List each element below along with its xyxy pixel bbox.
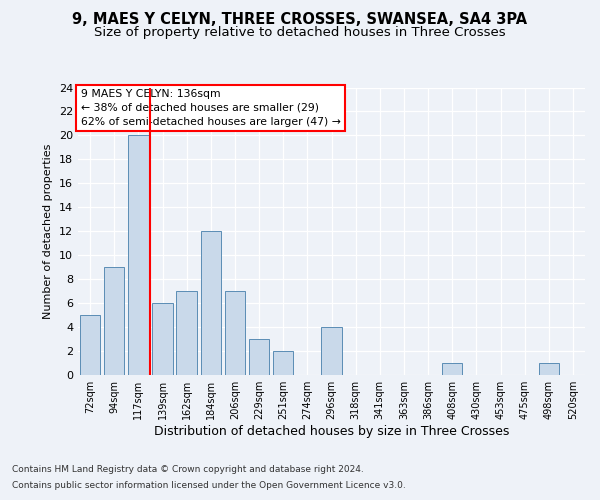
Bar (539, 363, 559, 375)
X-axis label: Distribution of detached houses by size in Three Crosses: Distribution of detached houses by size … (154, 425, 509, 438)
Bar (273, 351, 293, 375)
Bar (249, 339, 269, 375)
Text: 9, MAES Y CELYN, THREE CROSSES, SWANSEA, SA4 3PA: 9, MAES Y CELYN, THREE CROSSES, SWANSEA,… (73, 12, 527, 28)
Bar (200, 231, 221, 375)
Bar (128, 136, 149, 375)
Text: Contains public sector information licensed under the Open Government Licence v3: Contains public sector information licen… (12, 480, 406, 490)
Bar (224, 291, 245, 375)
Text: Contains HM Land Registry data © Crown copyright and database right 2024.: Contains HM Land Registry data © Crown c… (12, 466, 364, 474)
Bar (176, 291, 197, 375)
Bar (442, 363, 463, 375)
Bar (80, 315, 100, 375)
Text: Size of property relative to detached houses in Three Crosses: Size of property relative to detached ho… (94, 26, 506, 39)
Bar (104, 267, 124, 375)
Y-axis label: Number of detached properties: Number of detached properties (43, 144, 53, 319)
Bar (321, 327, 342, 375)
Text: 9 MAES Y CELYN: 136sqm
← 38% of detached houses are smaller (29)
62% of semi-det: 9 MAES Y CELYN: 136sqm ← 38% of detached… (80, 89, 340, 127)
Bar (152, 303, 173, 375)
